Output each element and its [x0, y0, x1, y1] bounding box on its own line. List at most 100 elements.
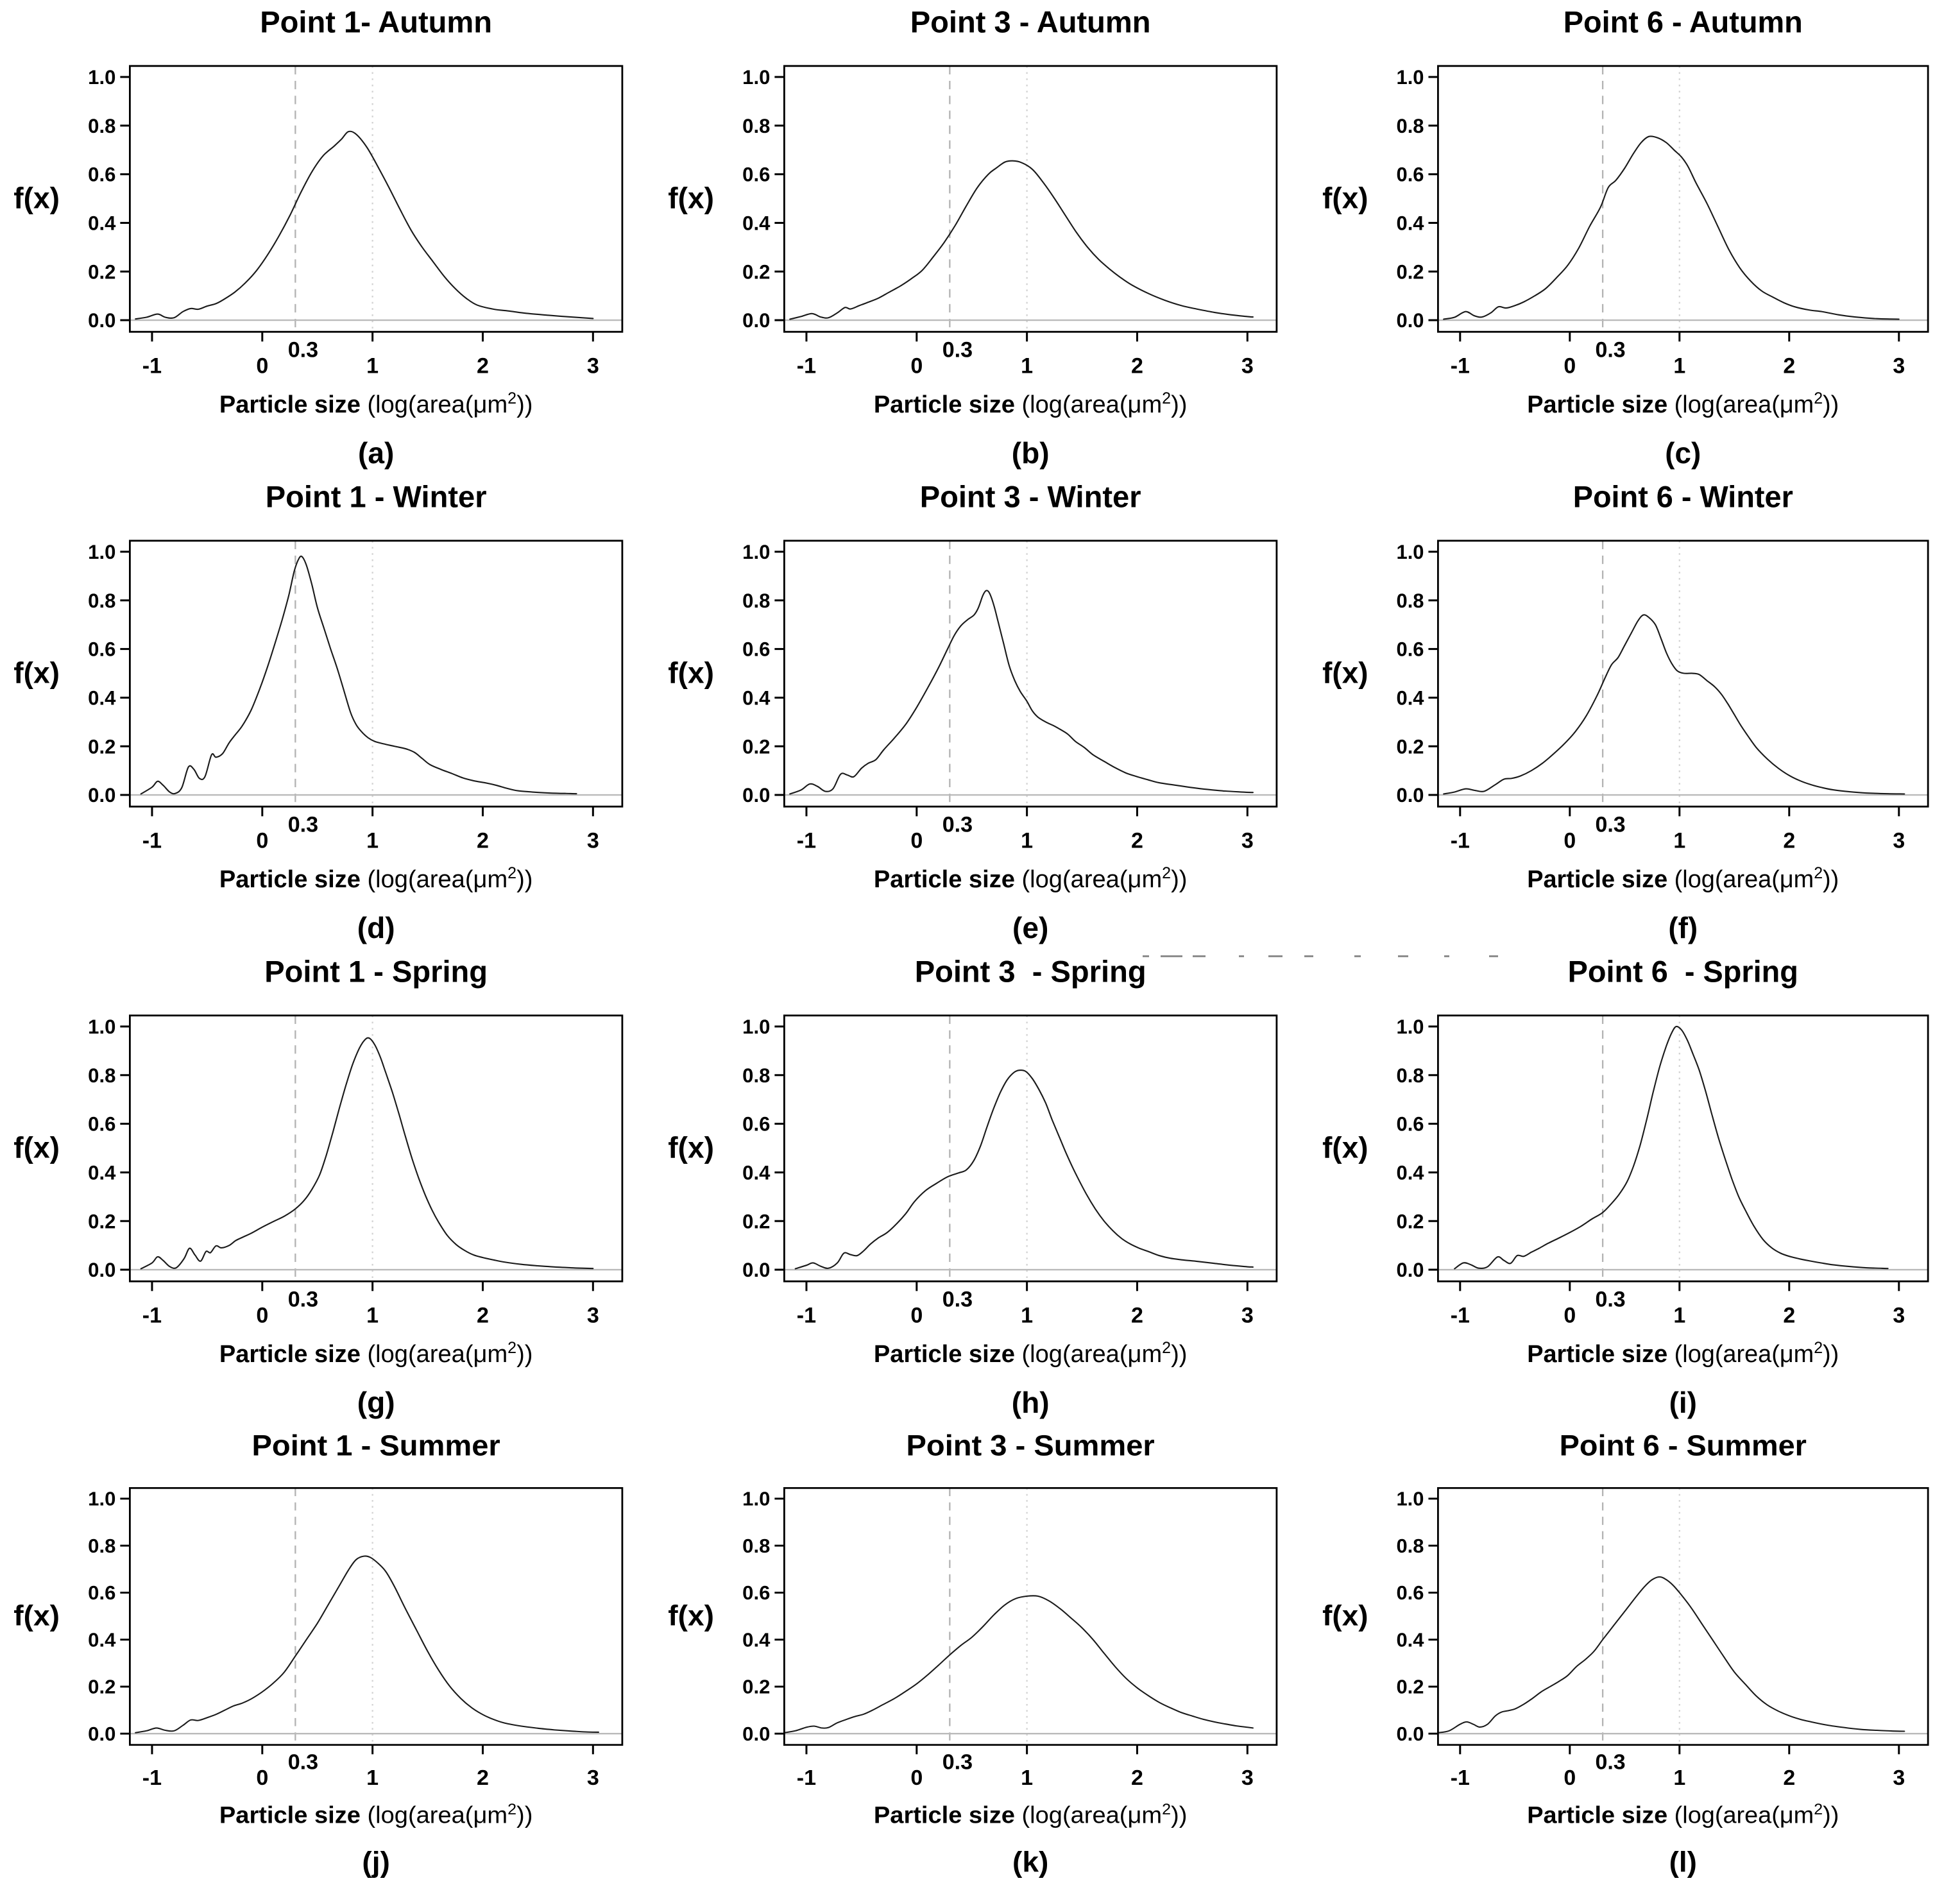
- x-tick-label: 0: [910, 1766, 923, 1789]
- y-tick-label: 0.6: [742, 638, 770, 661]
- y-tick-label: 1.0: [88, 1488, 115, 1510]
- x-tick-label: 0: [910, 829, 923, 853]
- plot-box: [783, 1487, 1278, 1746]
- y-tick-label: 0.4: [1397, 212, 1425, 234]
- y-axis-label: f(x): [13, 656, 60, 690]
- plot-box: [1437, 540, 1929, 808]
- x-tick-label: 1: [1021, 1766, 1033, 1789]
- x-tick-label-03: 0.3: [942, 1751, 973, 1774]
- x-tick-label: 0: [1564, 1304, 1576, 1328]
- y-tick-label: 0.2: [88, 1210, 115, 1232]
- panel-letter: (l): [1669, 1846, 1697, 1878]
- plot-box: [783, 1014, 1278, 1282]
- y-tick-label: 0.2: [1397, 260, 1424, 283]
- density-curve: [1443, 135, 1900, 320]
- x-tick-label: 3: [1893, 1766, 1905, 1790]
- y-tick-label: 0.2: [742, 735, 770, 758]
- x-tick-label: 0: [1564, 354, 1576, 379]
- y-tick-label: 0.6: [88, 164, 115, 186]
- panel-f: Point 6 - Winter 0.0 0.2 0.4 0.6 0.8 1.0 -1 0 1 2 3…: [1309, 475, 1960, 950]
- y-tick-label: 0.2: [742, 260, 770, 283]
- x-axis-label: Particle size (log(area(μm2)): [1527, 389, 1839, 418]
- panel-title: Point 6 - Spring: [1568, 954, 1798, 988]
- x-tick-label: 2: [477, 354, 489, 379]
- y-tick-label: 0.6: [1397, 1113, 1424, 1136]
- x-tick-label: 0: [910, 1304, 923, 1328]
- panel-title: Point 1 - Spring: [264, 955, 488, 989]
- x-tick-label: 3: [1241, 1766, 1254, 1789]
- x-tick-label: 1: [1673, 1304, 1685, 1328]
- y-tick-label: 0.8: [742, 1535, 770, 1557]
- y-tick-label: 0.2: [88, 260, 115, 283]
- x-tick-label: 2: [477, 1766, 489, 1789]
- artifact-dash: [1444, 955, 1449, 957]
- x-tick-label: 3: [1893, 1304, 1905, 1328]
- x-tick-label: -1: [1451, 1304, 1470, 1328]
- panel-e: Point 3 - Winter 0.0 0.2 0.4 0.6 0.8 1.0 -1 0 1 2 3…: [654, 475, 1309, 950]
- panel-title: Point 1 - Summer: [252, 1429, 500, 1461]
- panel-letter: (i): [1669, 1386, 1697, 1419]
- y-tick-label: 0.8: [1397, 1064, 1424, 1087]
- density-curve: [1454, 1025, 1889, 1270]
- density-curve: [794, 1069, 1254, 1270]
- y-tick-label: 1.0: [742, 541, 770, 563]
- x-tick-label: 0: [256, 354, 268, 379]
- panel-g: Point 1 - Spring 0.0 0.2 0.4 0.6 0.8 1.0 -1 0 1 2 3…: [0, 950, 654, 1424]
- y-tick-label: 0.0: [88, 1723, 115, 1745]
- x-tick-label: -1: [797, 354, 816, 379]
- x-axis-label: Particle size (log(area(μm2)): [874, 389, 1188, 418]
- x-tick-label: 1: [366, 1304, 379, 1328]
- y-tick-label: 0.4: [88, 1161, 116, 1184]
- x-tick-label: 0: [1564, 829, 1576, 853]
- artifact-dash: [1398, 955, 1408, 957]
- panel-b: Point 3 - Autumn 0.0 0.2 0.4 0.6 0.8 1.0 -1 0 1 2 3…: [654, 0, 1309, 475]
- artifact-dash: [1304, 955, 1313, 957]
- y-tick-label: 0.0: [1397, 1259, 1424, 1281]
- x-axis-label: Particle size (log(area(μm2)): [1527, 1339, 1839, 1368]
- x-tick-label: 1: [1673, 829, 1685, 853]
- x-axis-label: Particle size (log(area(μm2)): [219, 389, 533, 418]
- y-tick-label: 0.2: [1397, 1210, 1424, 1232]
- x-tick-label: 2: [1783, 1766, 1795, 1790]
- y-tick-label: 1.0: [88, 541, 115, 563]
- x-tick-label: 1: [366, 354, 379, 379]
- panel-c: Point 6 - Autumn 0.0 0.2 0.4 0.6 0.8 1.0 -1 0 1 2 3…: [1309, 0, 1960, 475]
- x-tick-label: 1: [1021, 354, 1033, 379]
- y-tick-label: 0.4: [88, 686, 116, 709]
- y-tick-label: 0.8: [1397, 115, 1424, 137]
- y-tick-label: 0.4: [742, 1161, 771, 1184]
- plot-box: [783, 540, 1278, 808]
- plot-box: [128, 1487, 624, 1746]
- x-axis-label: Particle size (log(area(μm2)): [219, 1339, 533, 1368]
- y-tick-label: 0.6: [742, 1583, 770, 1605]
- x-tick-label: 2: [477, 829, 489, 853]
- x-tick-label-03: 0.3: [288, 1287, 318, 1311]
- x-axis-label: Particle size (log(area(μm2)): [219, 864, 533, 893]
- y-tick-label: 0.4: [1397, 686, 1425, 709]
- x-tick-label: 1: [1673, 354, 1685, 379]
- y-tick-label: 0.0: [742, 1259, 770, 1281]
- y-tick-label: 0.8: [88, 115, 115, 137]
- panel-title: Point 3 - Summer: [907, 1429, 1155, 1461]
- x-tick-label: 3: [1241, 354, 1254, 379]
- y-tick-label: 0.4: [88, 212, 116, 234]
- plot-box: [128, 65, 624, 333]
- panel-title: Point 6 - Winter: [1573, 479, 1793, 513]
- plot-box: [1437, 1487, 1929, 1746]
- y-tick-label: 0.0: [1397, 309, 1424, 332]
- y-axis-label: f(x): [1322, 1599, 1368, 1632]
- panel-title: Point 1 - Winter: [266, 480, 487, 514]
- panel-chart: Point 1 - Spring 0.0 0.2 0.4 0.6 0.8 1.0 -1 0 1 2 3…: [13, 955, 624, 1419]
- plot-box: [1437, 65, 1929, 333]
- x-tick-label-03: 0.3: [288, 812, 318, 837]
- y-tick-label: 0.8: [88, 1064, 115, 1087]
- x-tick-label: -1: [797, 1304, 816, 1328]
- y-tick-label: 0.2: [1397, 1676, 1424, 1698]
- y-tick-label: 0.2: [742, 1210, 770, 1232]
- y-tick-label: 0.0: [1397, 784, 1424, 806]
- panel-title: Point 6 - Autumn: [1564, 4, 1803, 38]
- y-tick-label: 1.0: [1397, 1488, 1424, 1510]
- y-tick-label: 0.0: [742, 309, 770, 332]
- x-tick-label: -1: [142, 1304, 162, 1328]
